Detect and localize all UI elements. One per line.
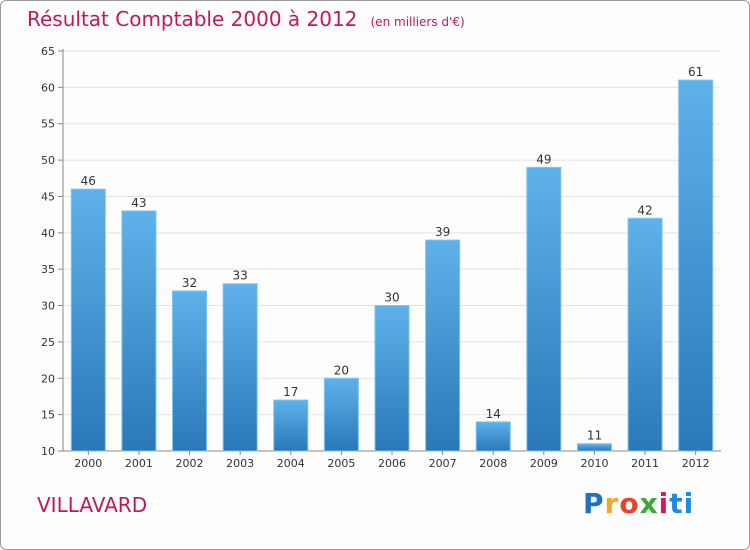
bar xyxy=(475,421,511,452)
data-label: 11 xyxy=(587,429,602,443)
y-tick-label: 25 xyxy=(41,336,55,349)
bar xyxy=(678,79,714,452)
x-tick-label: 2011 xyxy=(631,457,659,470)
x-tick-label: 2000 xyxy=(74,457,102,470)
data-label: 46 xyxy=(81,174,96,188)
data-label: 49 xyxy=(536,152,551,166)
bar xyxy=(526,166,562,452)
y-tick-label: 30 xyxy=(41,300,55,313)
x-tick-label: 2010 xyxy=(580,457,608,470)
logo-letter: i xyxy=(658,487,670,520)
logo-letter: x xyxy=(639,487,659,520)
y-tick-label: 20 xyxy=(41,372,55,385)
bar xyxy=(273,399,309,452)
data-label: 20 xyxy=(334,363,349,377)
y-tick-label: 45 xyxy=(41,190,55,203)
bar xyxy=(121,210,157,452)
y-tick-label: 50 xyxy=(41,154,55,167)
bar xyxy=(374,305,410,452)
bar xyxy=(576,443,612,452)
x-tick-label: 2007 xyxy=(429,457,457,470)
data-label: 43 xyxy=(131,196,146,210)
y-tick-label: 60 xyxy=(41,81,55,94)
data-label: 61 xyxy=(688,65,703,79)
bar xyxy=(425,239,461,452)
x-tick-label: 2004 xyxy=(277,457,305,470)
logo-letter: ti xyxy=(669,487,695,520)
y-tick-label: 35 xyxy=(41,263,55,276)
bar xyxy=(222,283,258,452)
proxiti-logo: Proxiti xyxy=(583,487,694,520)
y-tick-label: 15 xyxy=(41,409,55,422)
data-label: 17 xyxy=(283,385,298,399)
y-tick-label: 10 xyxy=(41,445,55,458)
chart-subtitle: (en milliers d'€) xyxy=(370,15,465,29)
y-tick-label: 55 xyxy=(41,118,55,131)
bar xyxy=(627,217,663,452)
y-tick-label: 65 xyxy=(41,45,55,58)
data-label: 30 xyxy=(384,291,399,305)
logo-letter: r xyxy=(604,487,620,520)
data-label: 14 xyxy=(486,407,501,421)
chart-title: Résultat Comptable 2000 à 2012 xyxy=(27,7,358,31)
logo-letter: P xyxy=(583,487,605,520)
bar xyxy=(323,377,359,452)
x-tick-label: 2008 xyxy=(479,457,507,470)
data-label: 42 xyxy=(637,203,652,217)
bar xyxy=(70,188,106,452)
x-tick-label: 2009 xyxy=(530,457,558,470)
chart-title-block: Résultat Comptable 2000 à 2012 (en milli… xyxy=(27,7,465,31)
data-label: 33 xyxy=(233,269,248,283)
data-label: 39 xyxy=(435,225,450,239)
x-tick-label: 2005 xyxy=(327,457,355,470)
x-tick-label: 2002 xyxy=(176,457,204,470)
x-tick-label: 2012 xyxy=(682,457,710,470)
x-tick-label: 2001 xyxy=(125,457,153,470)
y-tick-label: 40 xyxy=(41,227,55,240)
bar xyxy=(172,290,208,452)
x-tick-label: 2006 xyxy=(378,457,406,470)
commune-name: VILLAVARD xyxy=(37,493,148,517)
data-label: 32 xyxy=(182,276,197,290)
x-tick-label: 2003 xyxy=(226,457,254,470)
logo-letter: o xyxy=(619,487,640,520)
